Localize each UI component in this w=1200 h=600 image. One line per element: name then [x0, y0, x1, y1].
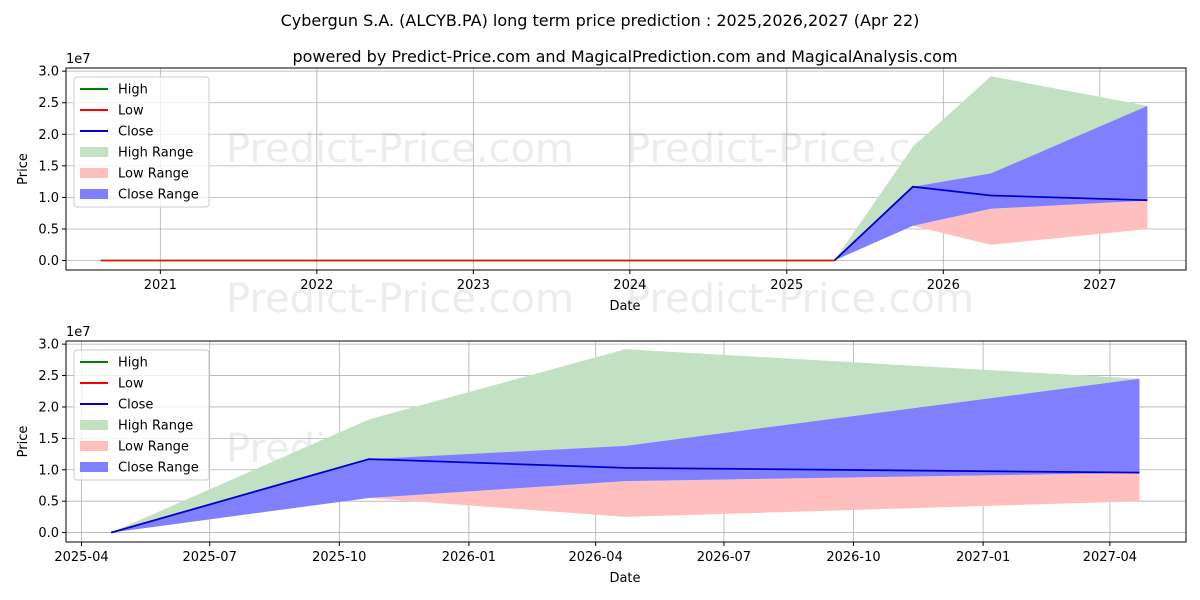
x-tick-label: 2027-01	[956, 550, 1010, 565]
chart-forecast-zoom: Predict-Price.comPredict-Price.com2025-0…	[16, 325, 1187, 586]
x-tick-label: 2027	[1083, 278, 1116, 293]
legend-item-low-range: Low Range	[118, 167, 189, 182]
legend-item-low: Low	[118, 104, 144, 119]
x-tick-label: 2021	[144, 278, 177, 293]
y-tick-label: 0.5	[38, 495, 59, 510]
x-tick-label: 2026-10	[826, 550, 880, 565]
x-tick-label: 2024	[613, 278, 646, 293]
legend-item-high-range-swatch	[80, 420, 108, 430]
axes-frame	[65, 67, 1187, 271]
y-axis-label: Price	[16, 153, 31, 185]
y-tick-label: 3.0	[38, 338, 59, 353]
legend-item-close: Close	[118, 398, 153, 413]
legend-item-low-range-swatch	[80, 168, 108, 178]
y-tick-label: 2.5	[38, 369, 59, 384]
legend-item-high: High	[118, 356, 148, 371]
y-offset-label: 1e7	[66, 325, 91, 340]
close-range-band	[834, 105, 1148, 261]
x-tick-label: 2025-07	[183, 550, 237, 565]
low-range-band	[834, 200, 1148, 261]
y-tick-label: 0.0	[38, 526, 59, 541]
x-tick-label: 2025	[770, 278, 803, 293]
axes-frame	[65, 340, 1187, 543]
legend-item-close-range: Close Range	[118, 188, 199, 203]
y-tick-label: 1.0	[38, 463, 59, 478]
legend-item-close-range: Close Range	[118, 461, 199, 476]
close-line	[833, 185, 1148, 262]
legend-item-high: High	[118, 83, 148, 98]
y-tick-label: 2.0	[38, 128, 59, 143]
figure-subtitle: powered by Predict-Price.com and Magical…	[292, 47, 957, 66]
y-tick-label: 1.0	[38, 191, 59, 206]
legend-item-close-range-swatch	[80, 189, 108, 199]
watermark-text: Predict-Price.com	[626, 276, 974, 322]
x-tick-label: 2023	[457, 278, 490, 293]
close-line	[110, 458, 1140, 534]
x-tick-label: 2026	[927, 278, 960, 293]
y-tick-label: 0.0	[38, 254, 59, 269]
chart-long-term: Predict-Price.com Predict-Price.com Predic…	[16, 52, 1187, 322]
x-axis-label: Date	[609, 571, 640, 586]
y-tick-label: 0.5	[38, 222, 59, 237]
figure-title: Cybergun S.A. (ALCYB.PA) long term price…	[281, 11, 920, 30]
y-axis-label: Price	[16, 426, 31, 458]
x-tick-label: 2022	[300, 278, 333, 293]
high-range-band	[834, 76, 1148, 261]
y-tick-label: 3.0	[38, 65, 59, 80]
close-range-band	[111, 378, 1140, 533]
legend-item-low-range: Low Range	[118, 440, 189, 455]
legend-item-high-range: High Range	[118, 419, 193, 434]
x-tick-label: 2025-04	[54, 550, 108, 565]
x-tick-label: 2026-07	[697, 550, 751, 565]
x-tick-label: 2026-04	[569, 550, 623, 565]
legend-item-high-range-swatch	[80, 147, 108, 157]
y-tick-label: 1.5	[38, 159, 59, 174]
x-tick-label: 2026-01	[442, 550, 496, 565]
x-tick-label: 2025-10	[312, 550, 366, 565]
y-tick-label: 1.5	[38, 432, 59, 447]
x-axis-label: Date	[609, 299, 640, 314]
watermark-text: Predict-Price.com	[226, 276, 574, 322]
legend-item-high-range: High Range	[118, 146, 193, 161]
low-range-band	[111, 472, 1140, 533]
legend-item-low: Low	[118, 377, 144, 392]
legend-item-low-range-swatch	[80, 441, 108, 451]
y-tick-label: 2.5	[38, 96, 59, 111]
watermark-text: Predict-Price.com	[226, 126, 574, 172]
legend-item-close-range-swatch	[80, 462, 108, 472]
legend-item-close: Close	[118, 125, 153, 140]
high-range-band	[111, 349, 1140, 533]
y-offset-label: 1e7	[66, 52, 91, 67]
y-tick-label: 2.0	[38, 400, 59, 415]
x-tick-label: 2027-04	[1083, 550, 1137, 565]
